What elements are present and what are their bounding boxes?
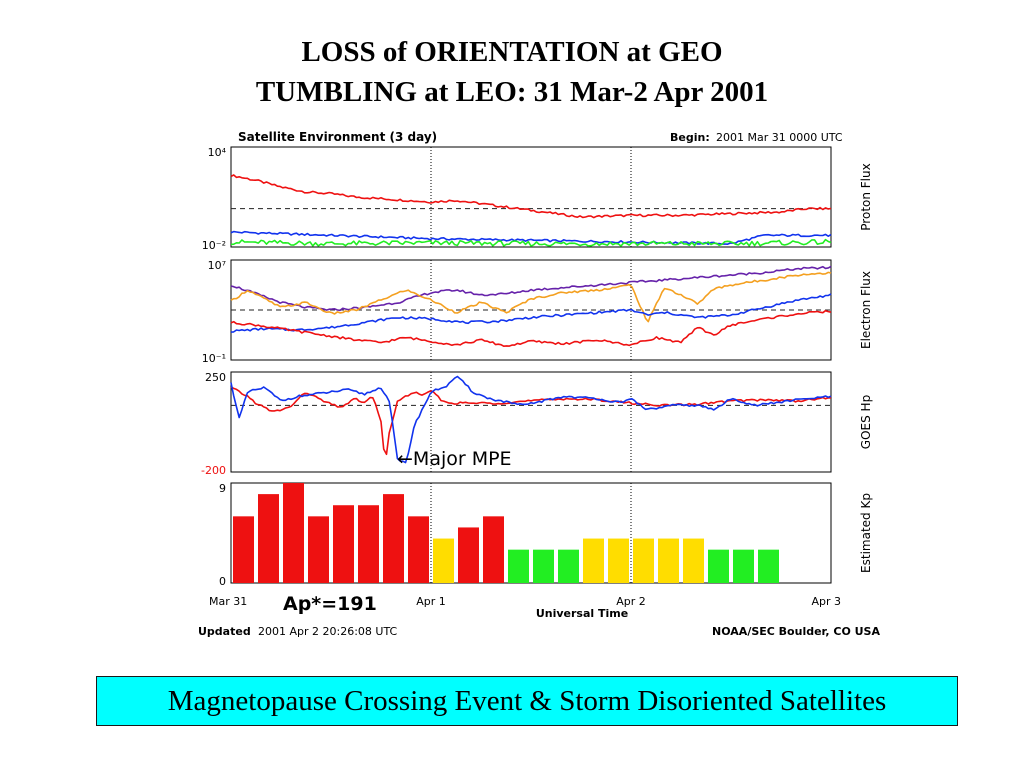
panel-frame: [230, 146, 832, 248]
panel-ylabel: Proton Flux: [859, 163, 873, 230]
kp-bar: [683, 538, 704, 583]
kp-bar: [583, 538, 604, 583]
y-tick-label: 10⁴: [208, 146, 227, 159]
x-tick-label: Mar 31: [209, 595, 247, 608]
kp-bar: [458, 527, 479, 583]
panel-ylabel: GOES Hp: [859, 395, 873, 449]
panel-frame: [230, 371, 832, 473]
kp-bar: [608, 538, 629, 583]
kp-bar: [358, 505, 379, 583]
footer-updated-value: 2001 Apr 2 20:26:08 UTC: [258, 625, 398, 638]
x-tick-label: Apr 2: [616, 595, 646, 608]
series-line-green: [230, 238, 832, 247]
x-axis-title: Universal Time: [536, 607, 628, 620]
kp-bar: [483, 516, 504, 583]
footer-source: NOAA/SEC Boulder, CO USA: [712, 625, 880, 638]
chart-header-title: Satellite Environment (3 day): [238, 130, 437, 144]
panel-estimated-kp: 9 0 Estimated Kp: [219, 482, 873, 588]
kp-bar: [658, 538, 679, 583]
kp-bar: [283, 483, 304, 583]
kp-bar: [733, 549, 754, 583]
kp-bar: [508, 549, 529, 583]
kp-bar: [233, 516, 254, 583]
kp-bar: [433, 538, 454, 583]
series-line-blue: [230, 293, 832, 333]
satellite-environment-chart: Satellite Environment (3 day) Begin: 200…: [198, 130, 880, 638]
series-line-blue: [230, 230, 832, 245]
series-line-red: [230, 174, 832, 219]
series-line-purple: [230, 265, 832, 312]
kp-bar: [758, 549, 779, 583]
panel-ylabel: Electron Flux: [859, 271, 873, 349]
y-tick-label: 10⁻²: [202, 239, 226, 252]
y-tick-label: 10⁷: [208, 259, 226, 272]
panel-proton-flux: 10⁴ 10⁻² Proton Flux: [202, 146, 873, 252]
panel-goes-hp: 250 -200 GOES Hp: [201, 371, 873, 477]
kp-bar: [633, 538, 654, 583]
y-tick-label: -200: [201, 464, 226, 477]
series-line-blue: [230, 375, 832, 464]
summary-banner-text: Magnetopause Crossing Event & Storm Diso…: [167, 684, 887, 717]
kp-bar: [558, 549, 579, 583]
panel-frame: [230, 482, 832, 584]
kp-bar: [333, 505, 354, 583]
x-tick-label: Apr 3: [811, 595, 841, 608]
y-tick-label: 250: [205, 371, 226, 384]
kp-bar: [308, 516, 329, 583]
annotation-major-mpe: ←Major MPE: [397, 448, 512, 470]
y-tick-label: 9: [219, 482, 226, 495]
y-tick-label: 10⁻¹: [202, 352, 226, 365]
chart-begin-value: 2001 Mar 31 0000 UTC: [716, 131, 843, 144]
chart-begin-label: Begin:: [670, 131, 710, 144]
kp-bar: [708, 549, 729, 583]
y-tick-label: 0: [219, 575, 226, 588]
kp-bar: [533, 549, 554, 583]
slide-title-line-1: LOSS of ORIENTATION at GEO: [301, 36, 723, 68]
footer-updated-label: Updated: [198, 625, 251, 638]
panel-ylabel: Estimated Kp: [859, 493, 873, 573]
series-line-orange: [230, 271, 832, 323]
series-line-red: [230, 386, 832, 456]
x-tick-label: Apr 1: [416, 595, 446, 608]
kp-bar: [383, 494, 404, 583]
series-line-red: [230, 309, 832, 347]
slide-title-line-2: TUMBLING at LEO: 31 Mar-2 Apr 2001: [255, 76, 769, 108]
panel-electron-flux: 10⁷ 10⁻¹ Electron Flux: [202, 259, 873, 365]
kp-bar: [408, 516, 429, 583]
annotation-ap-index: Ap*=191: [283, 593, 377, 615]
kp-bar: [258, 494, 279, 583]
summary-banner: Magnetopause Crossing Event & Storm Diso…: [96, 676, 958, 726]
